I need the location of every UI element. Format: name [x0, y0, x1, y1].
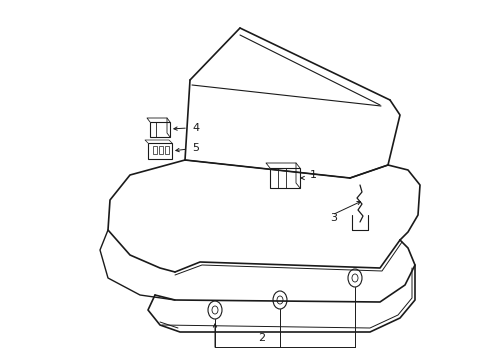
Ellipse shape [347, 269, 361, 287]
Bar [159, 146, 163, 154]
Bar [148, 143, 172, 159]
Ellipse shape [351, 274, 357, 282]
Ellipse shape [207, 301, 222, 319]
Text: 4: 4 [192, 123, 199, 133]
Ellipse shape [272, 291, 286, 309]
Text: 3: 3 [329, 213, 336, 223]
Text: 2: 2 [258, 333, 264, 343]
Bar [269, 168, 299, 188]
Bar [153, 146, 157, 154]
Bar [164, 146, 169, 154]
Text: 1: 1 [309, 170, 316, 180]
Bar [150, 122, 170, 137]
Ellipse shape [276, 296, 283, 304]
Text: 5: 5 [192, 143, 199, 153]
Ellipse shape [212, 306, 218, 314]
